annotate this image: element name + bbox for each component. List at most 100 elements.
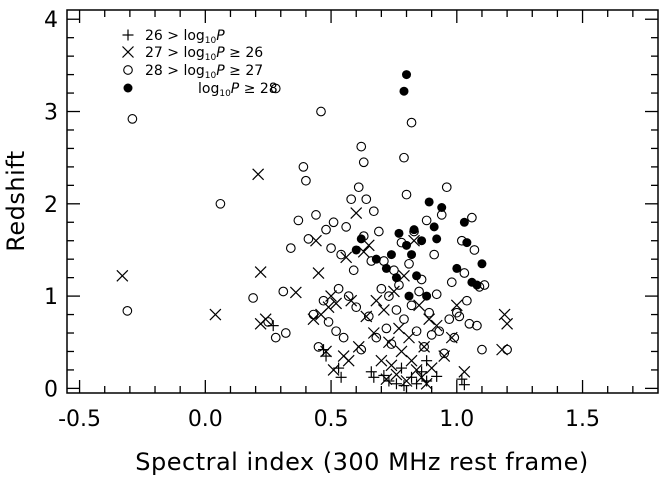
point-filled-circle — [123, 83, 133, 93]
point-open-circle — [338, 332, 349, 343]
point-cross — [413, 299, 426, 312]
point-cross — [289, 286, 302, 299]
point-open-circle — [426, 330, 437, 340]
point-open-circle — [326, 243, 336, 253]
point-open-circle — [419, 342, 429, 352]
point-open-circle — [331, 326, 341, 337]
point-cross — [252, 168, 265, 181]
y-tick-label: 0 — [44, 377, 58, 402]
point-open-circle — [298, 162, 309, 172]
point-cross — [418, 340, 431, 353]
point-plus — [395, 362, 407, 374]
point-cross — [430, 319, 443, 332]
point-filled-circle — [356, 234, 366, 244]
point-open-circle — [318, 295, 329, 306]
point-open-circle — [459, 268, 470, 278]
point-open-circle — [424, 307, 434, 318]
point-cross — [450, 299, 463, 312]
point-open-circle — [431, 289, 442, 300]
point-filled-circle — [417, 236, 427, 246]
point-filled-circle — [381, 263, 391, 273]
point-open-circle — [446, 277, 457, 288]
point-cross — [385, 359, 398, 372]
point-filled-circle — [422, 291, 432, 301]
point-open-circle — [248, 293, 258, 303]
point-cross — [395, 345, 408, 358]
point-open-circle — [215, 198, 226, 209]
point-plus — [456, 373, 468, 385]
point-open-circle — [434, 326, 445, 337]
point-open-circle — [293, 215, 304, 226]
point-open-circle — [444, 314, 455, 325]
point-plus — [398, 380, 410, 392]
point-open-circle — [351, 302, 362, 313]
axis-ticks — [67, 10, 658, 393]
x-axis-title: Spectral index (300 MHz rest frame) — [135, 448, 588, 476]
point-filled-circle — [437, 202, 447, 212]
point-open-circle — [341, 222, 352, 232]
point-cross — [116, 269, 129, 282]
point-filled-circle — [404, 291, 414, 301]
tick-labels: -0.5 0.0 0.5 1.0 1.5 0 1 2 3 4 — [44, 8, 600, 432]
x-tick-label: 0.5 — [314, 407, 349, 432]
point-filled-circle — [472, 280, 482, 290]
point-cross — [438, 350, 451, 363]
point-filled-circle — [351, 245, 361, 255]
point-open-circle — [449, 332, 460, 343]
point-cross — [377, 304, 390, 316]
point-open-circle — [406, 300, 417, 311]
point-cross — [327, 364, 340, 376]
data-points — [116, 70, 514, 392]
point-open-circle — [477, 344, 487, 355]
point-cross — [393, 322, 405, 335]
point-filled-circle — [386, 250, 396, 260]
point-open-circle — [454, 311, 465, 322]
point-open-circle — [323, 317, 334, 327]
point-filled-circle — [394, 228, 404, 238]
point-cross — [382, 336, 395, 349]
point-filled-circle — [391, 273, 401, 283]
point-plus — [365, 366, 377, 378]
point-plus — [421, 375, 433, 387]
point-cross — [322, 301, 335, 314]
point-open-circle — [321, 224, 331, 235]
point-open-circle — [353, 182, 364, 193]
point-open-circle — [313, 342, 324, 352]
point-plus — [411, 378, 423, 390]
x-tick-label: 0.0 — [188, 407, 223, 432]
point-open-circle — [280, 328, 291, 338]
point-filled-circle — [477, 259, 487, 269]
point-cross — [458, 365, 471, 378]
point-plus — [122, 29, 134, 41]
point-open-circle — [373, 226, 384, 237]
point-cross — [405, 354, 418, 367]
point-open-circle — [371, 332, 382, 343]
point-plus — [378, 369, 390, 381]
point-open-circle — [391, 305, 402, 315]
point-cross — [122, 46, 134, 58]
point-filled-circle — [402, 70, 412, 80]
point-cross — [345, 294, 358, 307]
point-open-circle — [336, 249, 346, 260]
point-cross — [342, 354, 355, 367]
point-cross — [352, 340, 365, 353]
x-tick-label: 1.0 — [439, 407, 474, 432]
point-open-circle — [441, 182, 452, 193]
point-open-circle — [285, 243, 296, 253]
y-tick-label: 4 — [44, 8, 58, 33]
point-cross — [370, 294, 383, 307]
point-plus — [368, 371, 380, 383]
point-open-circle — [311, 210, 321, 220]
point-open-circle — [376, 283, 387, 294]
point-open-circle — [343, 291, 354, 301]
legend-label: 26 > log10P — [145, 28, 225, 46]
point-cross — [254, 266, 267, 279]
point-filled-circle — [459, 217, 469, 227]
point-open-circle — [479, 280, 490, 290]
point-plus — [335, 371, 347, 383]
point-open-circle — [361, 194, 372, 205]
point-open-circle — [401, 189, 412, 200]
legend-label: 28 > log10P ≥ 27 — [145, 63, 263, 81]
point-open-circle — [316, 106, 326, 117]
